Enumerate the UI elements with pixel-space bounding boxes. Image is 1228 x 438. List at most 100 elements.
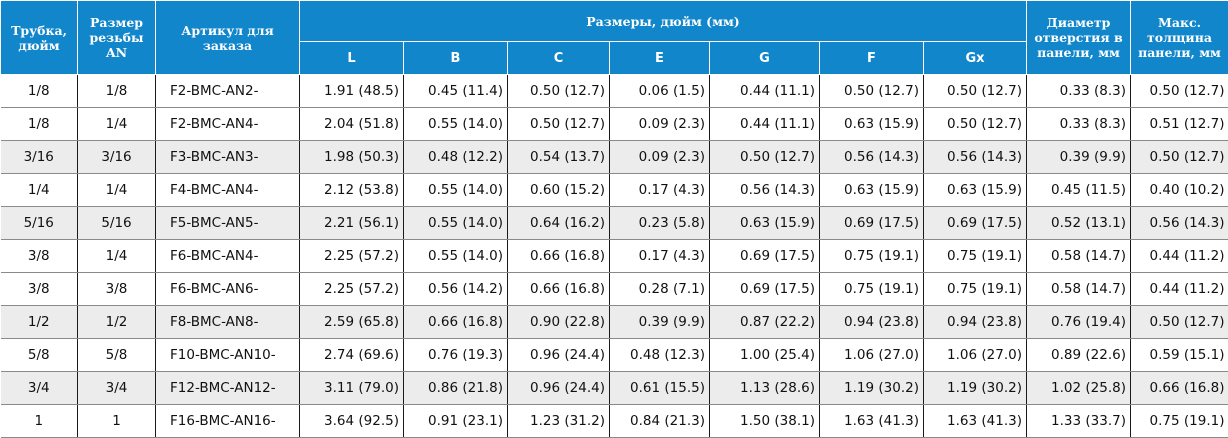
cell-hole: 0.89 (22.6) bbox=[1027, 339, 1131, 372]
cell-article: F2-BMC-AN2- bbox=[156, 75, 300, 108]
cell-thread: 1 bbox=[78, 405, 156, 438]
cell-c: 0.90 (22.8) bbox=[508, 306, 610, 339]
cell-article: F5-BMC-AN5- bbox=[156, 207, 300, 240]
cell-f: 0.69 (17.5) bbox=[820, 207, 924, 240]
cell-hole: 0.39 (9.9) bbox=[1027, 141, 1131, 174]
cell-b: 0.45 (11.4) bbox=[404, 75, 508, 108]
cell-thread: 1/8 bbox=[78, 75, 156, 108]
cell-max: 0.40 (10.2) bbox=[1131, 174, 1228, 207]
cell-hole: 1.33 (33.7) bbox=[1027, 405, 1131, 438]
cell-article: F16-BMC-AN16- bbox=[156, 405, 300, 438]
cell-thread: 3/4 bbox=[78, 372, 156, 405]
cell-gx: 0.75 (19.1) bbox=[924, 273, 1027, 306]
cell-l: 2.12 (53.8) bbox=[300, 174, 404, 207]
header-Gx: Gx bbox=[924, 42, 1027, 75]
cell-c: 0.54 (13.7) bbox=[508, 141, 610, 174]
cell-hole: 0.33 (8.3) bbox=[1027, 108, 1131, 141]
cell-f: 0.94 (23.8) bbox=[820, 306, 924, 339]
cell-e: 0.06 (1.5) bbox=[610, 75, 710, 108]
cell-gx: 1.06 (27.0) bbox=[924, 339, 1027, 372]
cell-b: 0.56 (14.2) bbox=[404, 273, 508, 306]
cell-gx: 0.50 (12.7) bbox=[924, 108, 1027, 141]
header-tube: Трубка, дюйм bbox=[1, 1, 78, 75]
cell-l: 3.11 (79.0) bbox=[300, 372, 404, 405]
cell-g: 0.56 (14.3) bbox=[710, 174, 820, 207]
header-B: B bbox=[404, 42, 508, 75]
cell-c: 0.96 (24.4) bbox=[508, 339, 610, 372]
cell-l: 2.25 (57.2) bbox=[300, 240, 404, 273]
header-hole-diameter: Диаметр отверстия в панели, мм bbox=[1027, 1, 1131, 75]
cell-max: 0.75 (19.1) bbox=[1131, 405, 1228, 438]
cell-g: 0.63 (15.9) bbox=[710, 207, 820, 240]
cell-f: 1.19 (30.2) bbox=[820, 372, 924, 405]
cell-article: F8-BMC-AN8- bbox=[156, 306, 300, 339]
cell-gx: 0.56 (14.3) bbox=[924, 141, 1027, 174]
cell-hole: 0.58 (14.7) bbox=[1027, 273, 1131, 306]
header-dimensions: Размеры, дюйм (мм) bbox=[300, 1, 1027, 42]
header-max-thickness: Макс. толщина панели, мм bbox=[1131, 1, 1228, 75]
cell-max: 0.44 (11.2) bbox=[1131, 273, 1228, 306]
cell-thread: 1/4 bbox=[78, 174, 156, 207]
cell-tube: 5/8 bbox=[1, 339, 78, 372]
cell-l: 2.74 (69.6) bbox=[300, 339, 404, 372]
cell-l: 2.21 (56.1) bbox=[300, 207, 404, 240]
cell-b: 0.55 (14.0) bbox=[404, 108, 508, 141]
cell-max: 0.50 (12.7) bbox=[1131, 306, 1228, 339]
cell-e: 0.09 (2.3) bbox=[610, 108, 710, 141]
cell-article: F2-BMC-AN4- bbox=[156, 108, 300, 141]
cell-max: 0.44 (11.2) bbox=[1131, 240, 1228, 273]
cell-g: 0.69 (17.5) bbox=[710, 240, 820, 273]
cell-gx: 0.63 (15.9) bbox=[924, 174, 1027, 207]
cell-g: 0.69 (17.5) bbox=[710, 273, 820, 306]
cell-max: 0.50 (12.7) bbox=[1131, 141, 1228, 174]
cell-thread: 3/8 bbox=[78, 273, 156, 306]
cell-thread: 3/16 bbox=[78, 141, 156, 174]
cell-b: 0.48 (12.2) bbox=[404, 141, 508, 174]
cell-l: 2.59 (65.8) bbox=[300, 306, 404, 339]
cell-hole: 0.76 (19.4) bbox=[1027, 306, 1131, 339]
cell-f: 0.75 (19.1) bbox=[820, 273, 924, 306]
cell-b: 0.86 (21.8) bbox=[404, 372, 508, 405]
cell-f: 0.63 (15.9) bbox=[820, 108, 924, 141]
cell-hole: 0.45 (11.5) bbox=[1027, 174, 1131, 207]
cell-f: 0.75 (19.1) bbox=[820, 240, 924, 273]
cell-e: 0.17 (4.3) bbox=[610, 240, 710, 273]
cell-tube: 1/2 bbox=[1, 306, 78, 339]
cell-l: 3.64 (92.5) bbox=[300, 405, 404, 438]
cell-g: 0.87 (22.2) bbox=[710, 306, 820, 339]
cell-hole: 0.33 (8.3) bbox=[1027, 75, 1131, 108]
cell-c: 0.60 (15.2) bbox=[508, 174, 610, 207]
cell-f: 1.06 (27.0) bbox=[820, 339, 924, 372]
cell-g: 1.00 (25.4) bbox=[710, 339, 820, 372]
header-C: C bbox=[508, 42, 610, 75]
cell-e: 0.84 (21.3) bbox=[610, 405, 710, 438]
cell-g: 1.13 (28.6) bbox=[710, 372, 820, 405]
cell-max: 0.51 (12.7) bbox=[1131, 108, 1228, 141]
cell-gx: 1.19 (30.2) bbox=[924, 372, 1027, 405]
cell-gx: 0.69 (17.5) bbox=[924, 207, 1027, 240]
cell-c: 0.64 (16.2) bbox=[508, 207, 610, 240]
cell-f: 0.56 (14.3) bbox=[820, 141, 924, 174]
header-L: L bbox=[300, 42, 404, 75]
cell-c: 0.66 (16.8) bbox=[508, 273, 610, 306]
cell-gx: 0.75 (19.1) bbox=[924, 240, 1027, 273]
cell-thread: 1/4 bbox=[78, 240, 156, 273]
cell-c: 0.66 (16.8) bbox=[508, 240, 610, 273]
cell-g: 1.50 (38.1) bbox=[710, 405, 820, 438]
cell-tube: 3/4 bbox=[1, 372, 78, 405]
cell-thread: 1/2 bbox=[78, 306, 156, 339]
cell-tube: 3/8 bbox=[1, 273, 78, 306]
cell-b: 0.91 (23.1) bbox=[404, 405, 508, 438]
cell-thread: 1/4 bbox=[78, 108, 156, 141]
cell-article: F4-BMC-AN4- bbox=[156, 174, 300, 207]
cell-tube: 5/16 bbox=[1, 207, 78, 240]
header-G: G bbox=[710, 42, 820, 75]
